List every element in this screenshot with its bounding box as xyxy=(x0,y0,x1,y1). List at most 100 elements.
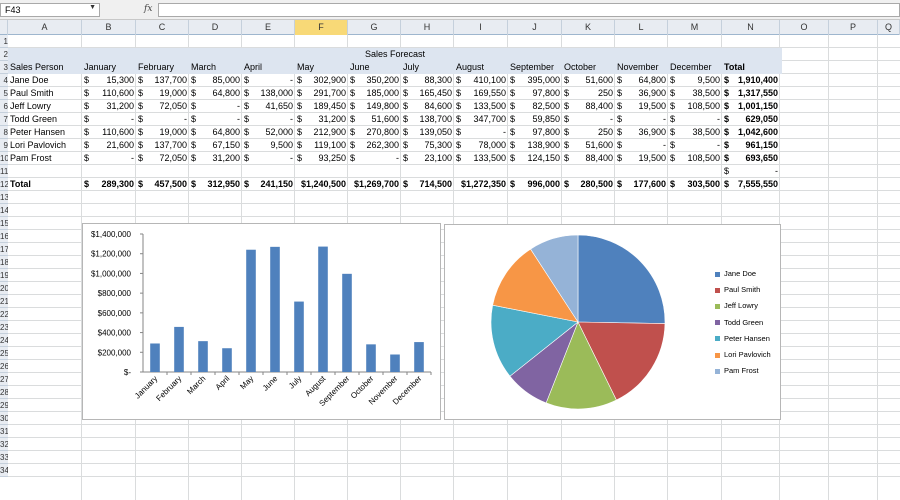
row-header-26[interactable]: 26 xyxy=(0,360,8,373)
grand-total-cell[interactable]: $7,555,550 xyxy=(722,178,780,191)
bar-june[interactable] xyxy=(270,246,280,372)
legend-item[interactable]: Pam Frost xyxy=(715,366,759,375)
sales-value-cell[interactable]: $64,800 xyxy=(189,126,242,139)
sales-value-cell[interactable]: $108,500 xyxy=(668,100,722,113)
sales-value-cell[interactable]: $119,100 xyxy=(295,139,348,152)
column-header-q[interactable]: Q xyxy=(878,20,900,35)
row-header-10[interactable]: 10 xyxy=(0,152,8,165)
row-header-3[interactable]: 3 xyxy=(0,61,8,74)
header-sales-person[interactable]: Sales Person xyxy=(8,61,82,74)
sales-value-cell[interactable]: $51,600 xyxy=(562,74,615,87)
sales-value-cell[interactable]: $169,550 xyxy=(454,87,508,100)
legend-item[interactable]: Lori Pavlovich xyxy=(715,350,771,359)
sales-value-cell[interactable]: $137,700 xyxy=(136,74,189,87)
row-header-12[interactable]: 12 xyxy=(0,178,8,191)
sales-value-cell[interactable]: $250 xyxy=(562,87,615,100)
sales-value-cell[interactable]: $38,500 xyxy=(668,126,722,139)
column-header-o[interactable]: O xyxy=(780,20,829,35)
row-header-23[interactable]: 23 xyxy=(0,321,8,334)
sales-value-cell[interactable]: $88,400 xyxy=(562,152,615,165)
header-month[interactable]: August xyxy=(454,61,508,74)
person-total-cell[interactable]: $1,001,150 xyxy=(722,100,780,113)
row-header-21[interactable]: 21 xyxy=(0,295,8,308)
sales-value-cell[interactable]: $138,000 xyxy=(242,87,295,100)
row-header-13[interactable]: 13 xyxy=(0,191,8,204)
legend-item[interactable]: Jeff Lowry xyxy=(715,301,758,310)
row-header-22[interactable]: 22 xyxy=(0,308,8,321)
sales-value-cell[interactable]: $ - xyxy=(615,139,668,152)
sales-value-cell[interactable]: $ - xyxy=(562,113,615,126)
row-header-14[interactable]: 14 xyxy=(0,204,8,217)
person-total-cell[interactable]: $1,042,600 xyxy=(722,126,780,139)
sales-value-cell[interactable]: $15,300 xyxy=(82,74,136,87)
pie-slice-lori-pavlovich[interactable] xyxy=(492,248,579,323)
sales-value-cell[interactable]: $64,800 xyxy=(189,87,242,100)
person-total-cell[interactable]: $693,650 xyxy=(722,152,780,165)
sales-value-cell[interactable]: $72,050 xyxy=(136,152,189,165)
month-total-cell[interactable]: $1,240,500 xyxy=(295,178,348,191)
sales-value-cell[interactable]: $185,000 xyxy=(348,87,401,100)
header-month[interactable]: October xyxy=(562,61,615,74)
sales-value-cell[interactable]: $51,600 xyxy=(348,113,401,126)
salesperson-name[interactable]: Jane Doe xyxy=(8,74,82,87)
column-header-k[interactable]: K xyxy=(562,20,615,35)
row-header-20[interactable]: 20 xyxy=(0,282,8,295)
person-total-cell[interactable]: $1,910,400 xyxy=(722,74,780,87)
bar-may[interactable] xyxy=(246,249,256,372)
row-header-4[interactable]: 4 xyxy=(0,74,8,87)
row-header-11[interactable]: 11 xyxy=(0,165,8,178)
month-total-cell[interactable]: $457,500 xyxy=(136,178,189,191)
sales-value-cell[interactable]: $110,600 xyxy=(82,126,136,139)
legend-item[interactable]: Paul Smith xyxy=(715,285,760,294)
sales-value-cell[interactable]: $41,650 xyxy=(242,100,295,113)
sales-value-cell[interactable]: $21,600 xyxy=(82,139,136,152)
column-header-a[interactable]: A xyxy=(8,20,82,35)
formula-input[interactable] xyxy=(158,3,900,17)
header-month[interactable]: May xyxy=(295,61,348,74)
column-header-c[interactable]: C xyxy=(136,20,189,35)
row-header-18[interactable]: 18 xyxy=(0,256,8,269)
sales-value-cell[interactable]: $78,000 xyxy=(454,139,508,152)
sales-value-cell[interactable]: $82,500 xyxy=(508,100,562,113)
sales-value-cell[interactable]: $ - xyxy=(668,113,722,126)
sales-value-cell[interactable]: $ - xyxy=(242,113,295,126)
bar-december[interactable] xyxy=(414,342,424,372)
row-header-24[interactable]: 24 xyxy=(0,334,8,347)
sales-value-cell[interactable]: $23,100 xyxy=(401,152,454,165)
row-header-19[interactable]: 19 xyxy=(0,269,8,282)
sales-value-cell[interactable]: $52,000 xyxy=(242,126,295,139)
bar-october[interactable] xyxy=(366,344,376,372)
header-month[interactable]: June xyxy=(348,61,401,74)
salesperson-name[interactable]: Jeff Lowry xyxy=(8,100,82,113)
month-total-cell[interactable]: $241,150 xyxy=(242,178,295,191)
sales-value-cell[interactable]: $ - xyxy=(189,100,242,113)
header-month[interactable]: December xyxy=(668,61,722,74)
sales-value-cell[interactable]: $138,700 xyxy=(401,113,454,126)
sales-value-cell[interactable]: $ - xyxy=(189,113,242,126)
sales-value-cell[interactable]: $31,200 xyxy=(189,152,242,165)
sales-value-cell[interactable]: $262,300 xyxy=(348,139,401,152)
row-header-33[interactable]: 33 xyxy=(0,451,8,464)
sales-value-cell[interactable]: $302,900 xyxy=(295,74,348,87)
sales-value-cell[interactable]: $88,300 xyxy=(401,74,454,87)
totals-label[interactable]: Total xyxy=(8,178,82,191)
month-total-cell[interactable]: $289,300 xyxy=(82,178,136,191)
sales-value-cell[interactable]: $19,000 xyxy=(136,87,189,100)
month-total-cell[interactable]: $280,500 xyxy=(562,178,615,191)
sales-value-cell[interactable]: $9,500 xyxy=(242,139,295,152)
name-box[interactable]: F43 ▼ xyxy=(0,3,100,17)
sales-value-cell[interactable]: $ - xyxy=(454,126,508,139)
sales-value-cell[interactable]: $31,200 xyxy=(295,113,348,126)
sales-value-cell[interactable]: $250 xyxy=(562,126,615,139)
salesperson-name[interactable]: Peter Hansen xyxy=(8,126,82,139)
sales-value-cell[interactable]: $138,900 xyxy=(508,139,562,152)
sales-value-cell[interactable]: $ - xyxy=(242,152,295,165)
salesperson-pie-chart[interactable]: Jane Doe Paul Smith Jeff Lowry Todd Green Pe… xyxy=(444,224,781,420)
month-total-cell[interactable]: $312,950 xyxy=(189,178,242,191)
bar-august[interactable] xyxy=(318,246,328,372)
salesperson-name[interactable]: Pam Frost xyxy=(8,152,82,165)
header-month[interactable]: March xyxy=(189,61,242,74)
sales-value-cell[interactable]: $93,250 xyxy=(295,152,348,165)
pie-slice-peter-hansen[interactable] xyxy=(490,304,579,377)
column-header-h[interactable]: H xyxy=(401,20,454,35)
